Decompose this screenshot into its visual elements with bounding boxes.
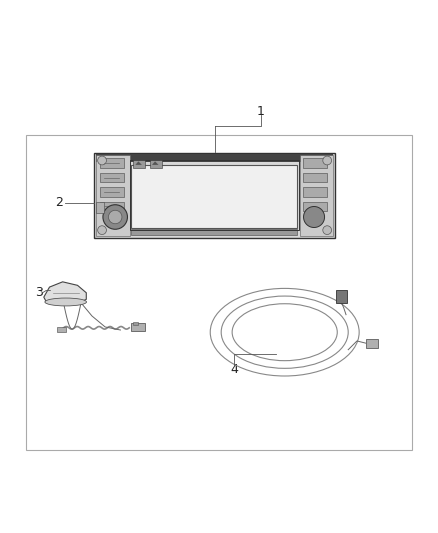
Bar — [94, 152, 335, 238]
Bar — [131, 165, 297, 229]
Bar — [303, 187, 327, 197]
Bar — [96, 155, 333, 162]
Polygon shape — [135, 161, 142, 165]
Circle shape — [103, 205, 127, 229]
Text: 4: 4 — [230, 363, 238, 376]
Bar — [26, 135, 412, 450]
Circle shape — [323, 156, 332, 165]
Bar — [100, 187, 124, 197]
Ellipse shape — [45, 298, 86, 306]
Bar — [133, 159, 145, 168]
Bar — [131, 229, 297, 236]
Circle shape — [98, 226, 106, 235]
Bar — [96, 201, 104, 213]
Circle shape — [98, 156, 106, 165]
Circle shape — [304, 206, 325, 228]
Polygon shape — [152, 161, 159, 165]
Text: 1: 1 — [257, 104, 265, 117]
Bar — [300, 155, 333, 236]
Bar — [336, 290, 347, 303]
Bar — [96, 155, 130, 236]
Bar — [131, 324, 145, 332]
Bar — [303, 173, 327, 182]
Circle shape — [323, 226, 332, 235]
Bar — [100, 158, 124, 168]
Bar — [130, 159, 299, 230]
Bar — [366, 339, 378, 348]
Text: 2: 2 — [55, 197, 63, 209]
Text: 3: 3 — [35, 286, 43, 300]
Bar — [133, 322, 138, 325]
Bar — [100, 201, 124, 211]
Circle shape — [109, 210, 122, 224]
Bar — [57, 327, 66, 332]
Bar — [100, 173, 124, 182]
Polygon shape — [44, 282, 86, 304]
Bar — [303, 158, 327, 168]
Bar — [303, 201, 327, 211]
Bar — [150, 159, 162, 168]
